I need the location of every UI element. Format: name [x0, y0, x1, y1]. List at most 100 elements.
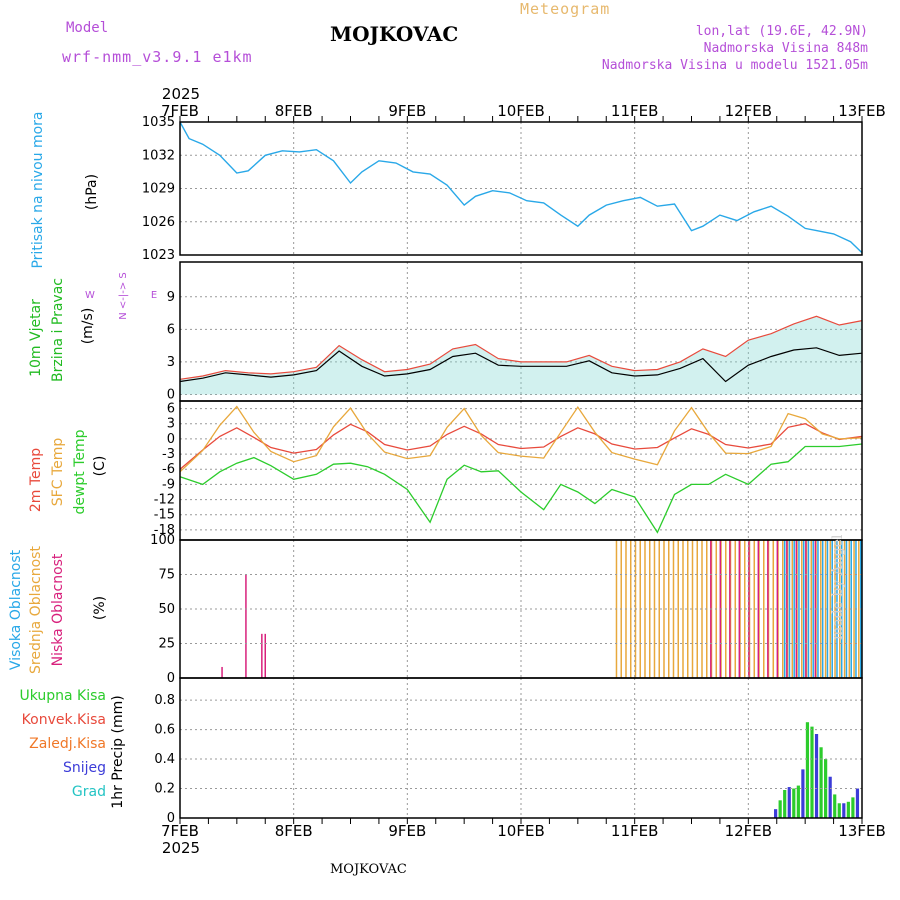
grid-layer [180, 121, 862, 819]
y-tick-label: 1032 [142, 148, 175, 163]
precip-bar [828, 776, 832, 818]
y-tick-label: 75 [158, 568, 175, 583]
bottom-date-label: 11FEB [611, 822, 658, 840]
low-cloud-label: Niska Oblacnost [50, 553, 66, 666]
precip-bar [819, 747, 823, 818]
precip-legend-item: Ukupna Kisa [19, 688, 106, 704]
pressure-unit-label: (hPa) [84, 174, 100, 210]
bottom-date-label: 10FEB [497, 822, 544, 840]
top-date-label: 10FEB [497, 102, 544, 120]
precip-bar [805, 722, 810, 818]
precip-legend-item: Grad [72, 784, 106, 800]
wind-axis-subtitle: Brzina i Pravac [50, 278, 66, 382]
wind-axis-title: 10m Vjetar [28, 299, 44, 377]
chart-subtitle: Meteogram [520, 0, 611, 18]
compass-east: E [151, 290, 157, 301]
top-date-label: 7FEB [161, 102, 199, 120]
series-layer [179, 121, 863, 534]
high-cloud-label: Visoka Oblacnost [8, 549, 24, 670]
y-tick-label: -15 [154, 508, 175, 523]
y-tick-label: 1026 [142, 215, 175, 230]
precip-bar [814, 734, 819, 818]
y-tick-label: 3 [167, 355, 175, 370]
bottom-date-label: 7FEB [161, 822, 199, 840]
y-tick-label: 50 [158, 602, 175, 617]
y-tick-label: 1035 [142, 115, 175, 130]
cloud-bars-layer [180, 540, 862, 818]
top-date-label: 9FEB [388, 102, 426, 120]
pressure-axis-title: Pritisak na nivou mora [30, 111, 46, 268]
wind-gust-line [179, 315, 863, 380]
precip-bar [801, 769, 805, 818]
wind-speed-band [180, 316, 862, 395]
precip-bar [792, 788, 796, 818]
precip-bar [774, 809, 778, 818]
y-tick-label: -3 [162, 447, 175, 462]
precip-bar [778, 800, 782, 818]
y-tick-label: -6 [162, 462, 175, 477]
y-tick-label: 100 [150, 533, 175, 548]
dewpt-temp-label: dewpt Temp [72, 429, 88, 514]
compass-west: W [85, 290, 95, 301]
y-tick-label: 0 [167, 671, 175, 686]
bottom-year-label: 2025 [162, 839, 200, 857]
model-label: Model [66, 20, 109, 36]
y-tick-label: 0.6 [154, 723, 175, 738]
y-tick-label: -12 [154, 493, 175, 508]
precip-legend-item: Snijeg [63, 760, 106, 776]
precip-bar [837, 803, 841, 818]
y-tick-label: 0.4 [154, 752, 175, 767]
model-name: wrf-nmm_v3.9.1 e1km [62, 48, 253, 66]
y-tick-label: 1023 [142, 248, 175, 263]
cloud-unit-label: (%) [92, 596, 108, 620]
precip-legend-item: Konvek.Kisa [22, 712, 106, 728]
y-tick-label: -18 [154, 523, 175, 538]
chart-title: MOJKOVAC [330, 22, 459, 46]
location-coordinates: lon,lat (19.6E, 42.9N) [695, 24, 868, 39]
top-year-label: 2025 [162, 85, 200, 103]
precip-bar [855, 788, 860, 818]
y-tick-label: 0 [167, 387, 175, 402]
temp-unit-label: (C) [92, 456, 108, 477]
axis-labels: Pritisak na nivou mora (hPa) 10m Vjetar Brz… [8, 111, 157, 808]
precip-bar [842, 803, 846, 818]
y-tick-label: 6 [167, 402, 175, 417]
top-date-label: 12FEB [725, 102, 772, 120]
compass-glyph: N <-|-> S [118, 272, 129, 320]
precip-legend-item: Zaledj.Kisa [29, 736, 106, 752]
model-elevation: Nadmorska Visina u modelu 1521.05m [601, 58, 868, 73]
y-tick-label: 0.8 [154, 693, 175, 708]
y-tick-label: 6 [167, 322, 175, 337]
wind-mean-line [179, 347, 863, 383]
wind-area-layer [180, 316, 862, 395]
precip-bar [810, 726, 814, 818]
bottom-date-label: 12FEB [725, 822, 772, 840]
y-tick-label: 0.2 [154, 782, 175, 797]
wind-unit-label: (m/s) [80, 308, 96, 345]
y-tick-label: 25 [158, 637, 175, 652]
sfc-temp-label: SFC Temp [50, 438, 66, 507]
top-date-label: 13FEB [838, 102, 885, 120]
y-tick-label: 9 [167, 290, 175, 305]
precip-bar [787, 787, 791, 818]
tick-labels: 103510321029102610239630630-3-6-9-12-15-… [142, 85, 886, 857]
footer-station: MOJKOVAC [330, 862, 407, 877]
y-tick-label: 0 [167, 811, 175, 826]
top-date-label: 11FEB [611, 102, 658, 120]
temp2m-line [179, 423, 863, 470]
credit-text: made by Angel [830, 534, 846, 641]
y-tick-label: 3 [167, 417, 175, 432]
precip-bar [796, 785, 800, 818]
meteogram-chart: 103510321029102610239630630-3-6-9-12-15-… [8, 85, 886, 857]
precip-bar [783, 790, 787, 818]
temp2m-label: 2m Temp [28, 448, 44, 512]
precip-bar [846, 801, 850, 818]
y-tick-label: -9 [162, 477, 175, 492]
sfc-line [179, 405, 863, 473]
precip-bar [851, 797, 855, 818]
precip-axis-title: 1hr Precip (mm) [110, 695, 126, 808]
bottom-date-label: 9FEB [388, 822, 426, 840]
station-elevation: Nadmorska Visina 848m [703, 41, 868, 56]
bottom-date-label: 8FEB [275, 822, 313, 840]
pressure-line [179, 121, 863, 254]
